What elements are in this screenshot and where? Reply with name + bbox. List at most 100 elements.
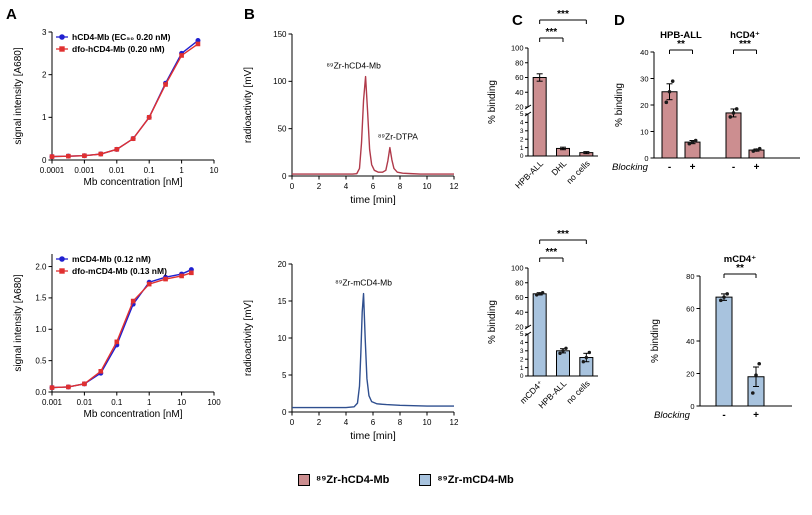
svg-text:2: 2 xyxy=(520,136,524,143)
svg-text:3: 3 xyxy=(520,348,524,355)
svg-text:radioactivity [mV]: radioactivity [mV] xyxy=(243,67,254,143)
svg-text:10: 10 xyxy=(640,127,648,136)
svg-text:20: 20 xyxy=(515,103,523,112)
svg-text:1: 1 xyxy=(147,398,152,407)
svg-text:40: 40 xyxy=(640,48,648,57)
svg-text:0.01: 0.01 xyxy=(77,398,93,407)
svg-text:60: 60 xyxy=(686,304,694,313)
svg-text:% binding: % binding xyxy=(487,300,498,344)
svg-text:time [min]: time [min] xyxy=(350,194,396,206)
svg-text:**: ** xyxy=(736,263,744,274)
svg-text:20: 20 xyxy=(686,369,694,378)
svg-text:0.01: 0.01 xyxy=(109,166,125,175)
svg-text:3: 3 xyxy=(42,28,47,37)
svg-text:4: 4 xyxy=(344,418,349,427)
svg-text:0: 0 xyxy=(690,402,694,411)
svg-text:***: *** xyxy=(545,27,557,38)
svg-text:-: - xyxy=(732,162,735,173)
svg-text:% binding: % binding xyxy=(650,319,661,363)
svg-text:60: 60 xyxy=(515,293,523,302)
svg-text:Blocking: Blocking xyxy=(612,162,649,173)
svg-text:time [min]: time [min] xyxy=(350,430,396,442)
svg-text:1: 1 xyxy=(179,166,184,175)
svg-text:mCD4⁺: mCD4⁺ xyxy=(724,254,756,265)
svg-text:0.0: 0.0 xyxy=(35,388,47,397)
svg-text:40: 40 xyxy=(686,337,694,346)
svg-text:signal intensity [A680]: signal intensity [A680] xyxy=(13,274,24,372)
svg-text:hCD4-Mb (EC₅₀ 0.20 nM): hCD4-Mb (EC₅₀ 0.20 nM) xyxy=(72,32,171,42)
svg-text:1: 1 xyxy=(520,145,524,152)
chart-hplc-hcd4: 0 2 4 6 8 10 12 0 50 100 150 time [min] radioactivit… xyxy=(243,30,459,206)
svg-text:2: 2 xyxy=(520,356,524,363)
svg-text:12: 12 xyxy=(450,418,459,427)
legend-label-mcd4: ⁸⁹Zr-mCD4-Mb xyxy=(437,474,514,486)
svg-text:***: *** xyxy=(557,229,569,240)
svg-text:3: 3 xyxy=(520,128,524,135)
svg-text:10: 10 xyxy=(423,418,432,427)
svg-text:5: 5 xyxy=(520,111,524,118)
svg-text:0: 0 xyxy=(520,373,524,380)
svg-text:Mb concentration [nM]: Mb concentration [nM] xyxy=(84,177,183,188)
legend-swatch-mcd4-icon xyxy=(419,474,432,486)
svg-text:DHL: DHL xyxy=(549,158,568,177)
svg-text:4: 4 xyxy=(344,182,349,191)
svg-text:100: 100 xyxy=(511,44,524,53)
svg-text:2: 2 xyxy=(317,418,322,427)
svg-text:10: 10 xyxy=(177,398,186,407)
svg-text:% binding: % binding xyxy=(614,83,625,127)
svg-text:80: 80 xyxy=(686,272,694,281)
svg-text:6: 6 xyxy=(371,418,376,427)
svg-text:⁸⁹Zr-DTPA: ⁸⁹Zr-DTPA xyxy=(378,132,418,142)
svg-text:30: 30 xyxy=(640,74,648,83)
svg-text:+: + xyxy=(754,162,760,173)
panel-label-d: D xyxy=(614,12,625,29)
svg-text:80: 80 xyxy=(515,58,523,67)
svg-text:40: 40 xyxy=(515,308,523,317)
svg-text:80: 80 xyxy=(515,278,523,287)
svg-text:4: 4 xyxy=(520,120,524,127)
svg-text:0: 0 xyxy=(282,408,287,417)
svg-text:100: 100 xyxy=(273,77,287,86)
svg-text:% binding: % binding xyxy=(487,80,498,124)
svg-text:⁸⁹Zr-hCD4-Mb: ⁸⁹Zr-hCD4-Mb xyxy=(326,61,381,71)
panel-label-b: B xyxy=(244,6,255,23)
svg-text:HPB-ALL: HPB-ALL xyxy=(513,158,545,190)
svg-text:signal intensity [A680]: signal intensity [A680] xyxy=(13,47,24,145)
svg-text:0.5: 0.5 xyxy=(35,356,47,365)
svg-text:20: 20 xyxy=(640,101,648,110)
legend-item-hcd4: ⁸⁹Zr-hCD4-Mb xyxy=(298,474,389,486)
svg-text:0.001: 0.001 xyxy=(42,398,63,407)
svg-text:100: 100 xyxy=(511,264,524,273)
svg-text:0.1: 0.1 xyxy=(111,398,123,407)
svg-text:**: ** xyxy=(677,39,685,50)
svg-text:2: 2 xyxy=(317,182,322,191)
svg-text:2.0: 2.0 xyxy=(35,262,47,271)
svg-text:10: 10 xyxy=(423,182,432,191)
chart-hplc-mcd4: 0 2 4 6 8 10 12 0 5 10 15 20 time [min] radioactivity… xyxy=(243,260,459,442)
svg-text:0: 0 xyxy=(42,156,47,165)
svg-text:100: 100 xyxy=(207,398,221,407)
svg-text:no cells: no cells xyxy=(564,378,591,405)
svg-text:Mb concentration [nM]: Mb concentration [nM] xyxy=(84,409,183,420)
svg-text:2: 2 xyxy=(42,70,47,79)
svg-text:10: 10 xyxy=(210,166,219,175)
svg-text:1.0: 1.0 xyxy=(35,325,47,334)
svg-text:1: 1 xyxy=(42,113,47,122)
chart-elisa-mcd4: 0.001 0.01 0.1 1 10 100 0.0 0.5 1.0 1.5 2.0 Mb conc… xyxy=(13,254,221,420)
svg-text:0: 0 xyxy=(644,154,648,163)
svg-text:5: 5 xyxy=(282,371,287,380)
svg-text:8: 8 xyxy=(398,182,403,191)
chart-elisa-hcd4: 0.0001 0.001 0.01 0.1 1 10 0 1 2 3 Mb concentratio… xyxy=(13,28,219,188)
svg-text:0: 0 xyxy=(282,172,287,181)
svg-text:20: 20 xyxy=(515,323,523,332)
svg-text:dfo-hCD4-Mb (0.20 nM): dfo-hCD4-Mb (0.20 nM) xyxy=(72,44,165,54)
svg-text:150: 150 xyxy=(273,30,287,39)
svg-text:Blocking: Blocking xyxy=(654,410,691,421)
svg-text:radioactivity [mV]: radioactivity [mV] xyxy=(243,300,254,376)
svg-text:4: 4 xyxy=(520,340,524,347)
chart-blocking-mcd4: 0 20 40 60 80 % binding - + mCD4⁺** Blocking xyxy=(650,254,792,421)
svg-text:***: *** xyxy=(739,39,751,50)
